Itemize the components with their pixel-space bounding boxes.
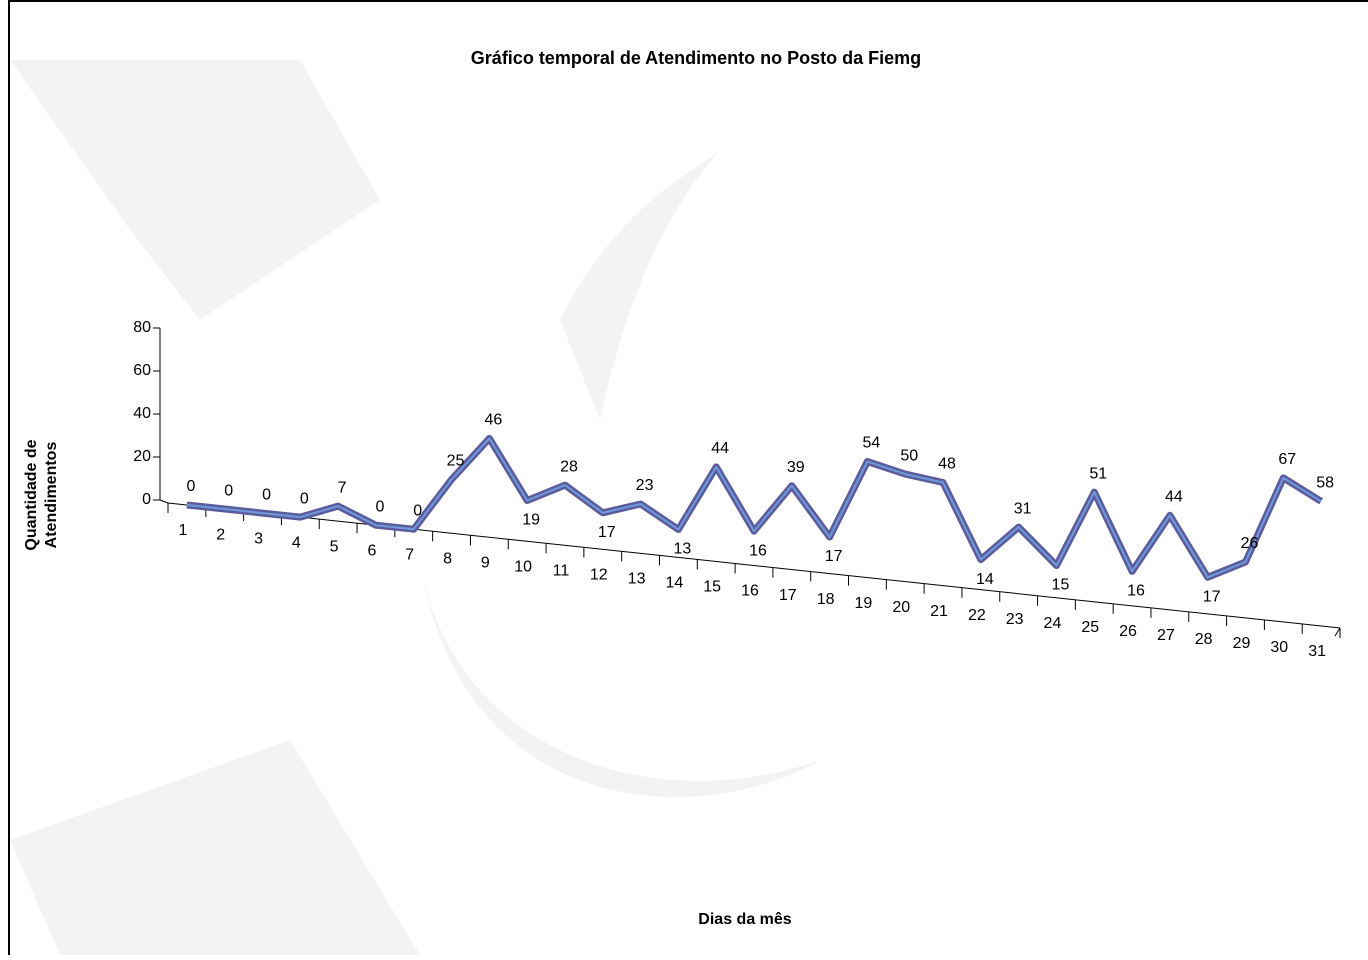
value-label: 15 (1052, 577, 1070, 594)
value-label: 19 (522, 512, 540, 529)
value-label: 44 (711, 440, 729, 457)
value-label: 25 (447, 453, 465, 470)
x-tick-label: 11 (553, 563, 570, 580)
value-label: 0 (186, 478, 195, 495)
y-axis-title: Quantidade de Atendimentos (23, 439, 60, 550)
x-axis-title: Dias da mês (698, 911, 791, 928)
x-tick-label: 13 (628, 571, 646, 588)
value-label: 58 (1316, 475, 1334, 492)
x-tick-label: 31 (1308, 643, 1326, 660)
value-label: 0 (262, 486, 271, 503)
x-tick-label: 21 (930, 603, 948, 620)
y-tick-label: 0 (142, 491, 151, 508)
x-tick-label: 14 (665, 575, 683, 592)
value-label: 26 (1241, 535, 1259, 552)
value-label: 17 (1203, 589, 1221, 606)
x-tick-label: 20 (892, 599, 910, 616)
value-label: 51 (1089, 465, 1107, 482)
x-tick-label: 10 (514, 559, 532, 576)
chart: Gráfico temporal de Atendimento no Posto… (0, 0, 1368, 955)
x-tick-label: 15 (703, 579, 721, 596)
x-tick-label: 2 (216, 526, 225, 543)
x-tick-label: 26 (1119, 623, 1137, 640)
value-label: 44 (1165, 488, 1183, 505)
value-label: 0 (413, 502, 422, 519)
value-label: 16 (749, 542, 767, 559)
y-tick-label: 20 (133, 448, 151, 465)
value-label: 17 (598, 524, 616, 541)
value-label: 23 (636, 477, 654, 494)
value-label: 13 (673, 541, 691, 558)
x-tick-label: 9 (481, 554, 490, 571)
x-axis-end (1335, 628, 1340, 636)
x-tick-label: 1 (178, 522, 187, 539)
x-tick-label: 23 (1006, 611, 1024, 628)
value-label: 14 (976, 571, 994, 588)
y-tick-label: 60 (133, 362, 151, 379)
x-tick-label: 12 (590, 567, 608, 584)
page: {"chart_data": {"type": "line", "title":… (0, 0, 1368, 960)
value-label: 0 (375, 498, 384, 515)
x-tick-label: 27 (1157, 627, 1175, 644)
x-tick-label: 25 (1081, 619, 1099, 636)
value-label: 50 (900, 447, 918, 464)
value-label: 46 (484, 412, 502, 429)
x-tick-label: 19 (855, 595, 873, 612)
value-label: 17 (825, 548, 843, 565)
value-label: 48 (938, 456, 956, 473)
y-axis-title-line: Quantidade de (23, 439, 40, 550)
x-tick-label: 3 (254, 530, 263, 547)
value-label: 16 (1127, 583, 1145, 600)
y-tick-label: 80 (133, 319, 151, 336)
value-label: 31 (1014, 500, 1032, 517)
x-tick-label: 22 (968, 607, 986, 624)
value-label: 39 (787, 459, 805, 476)
x-tick-label: 30 (1270, 639, 1288, 656)
x-tick-label: 5 (330, 538, 339, 555)
x-tick-label: 7 (405, 546, 414, 563)
x-tick-label: 18 (817, 591, 835, 608)
x-tick-label: 4 (292, 534, 301, 551)
value-label: 67 (1278, 451, 1296, 468)
x-tick-label: 29 (1233, 635, 1251, 652)
chart-title: Gráfico temporal de Atendimento no Posto… (471, 48, 921, 68)
y-tick-label: 40 (133, 405, 151, 422)
value-label: 28 (560, 458, 578, 475)
value-label: 0 (300, 490, 309, 507)
value-label: 7 (338, 479, 347, 496)
x-tick-label: 6 (367, 542, 376, 559)
x-tick-label: 28 (1195, 631, 1213, 648)
x-tick-label: 17 (779, 587, 797, 604)
value-label: 0 (224, 482, 233, 499)
value-label: 54 (863, 435, 881, 452)
x-tick-label: 8 (443, 550, 452, 567)
x-tick-label: 16 (741, 583, 759, 600)
depth-line (160, 500, 168, 503)
y-axis-title-line: Atendimentos (43, 442, 60, 549)
x-tick-label: 24 (1044, 615, 1062, 632)
